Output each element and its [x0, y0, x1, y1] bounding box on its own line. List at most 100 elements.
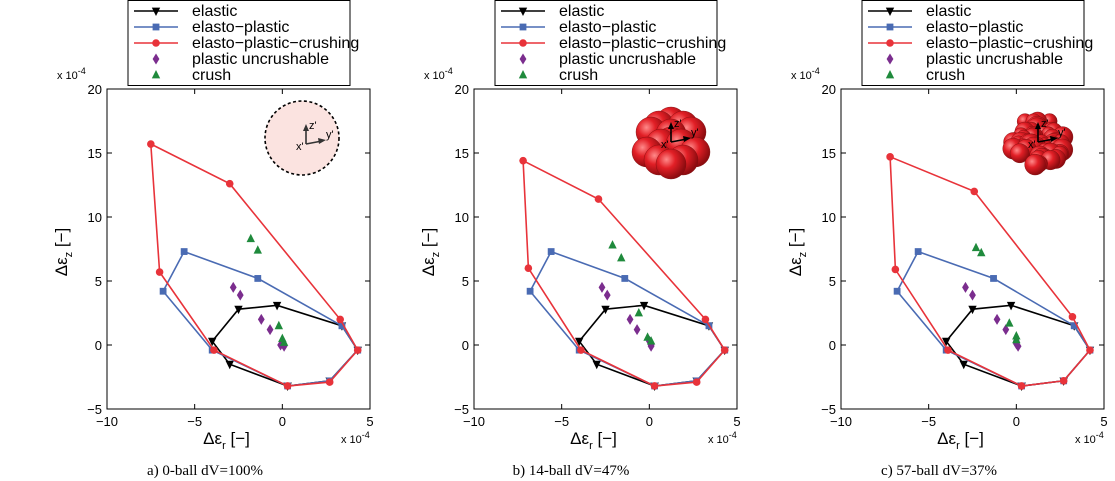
panel-c-legend-marker [886, 39, 894, 47]
panel-c-data-point [959, 360, 968, 370]
panel-c-y-multiplier: x 10-4 [791, 66, 820, 82]
panel-b-data-point [603, 289, 611, 301]
panel-a-data-point [147, 140, 155, 148]
panel-c-series-2 [886, 153, 1094, 390]
panel-c-data-point [1068, 313, 1077, 321]
panel-b-ytick-label: 10 [455, 210, 469, 225]
panel-a-data-point [229, 281, 237, 293]
panel-c-data-point [977, 247, 986, 257]
panel-c-legend: elasticelasto−plasticelasto−plastic−crus… [861, 0, 1093, 86]
panel-b-legend-marker [519, 23, 527, 31]
panel-b-data-point [601, 305, 610, 315]
panel-c-data-point [971, 242, 981, 252]
panel-c-data-point [893, 287, 901, 295]
panel-b-series-4 [608, 240, 656, 345]
panel-a-legend-label: elastic [192, 3, 237, 20]
panel-a-data-point [338, 322, 346, 330]
panel-a-y-axis-label: Δεz [−] [52, 228, 75, 277]
panel-a-data-point [266, 324, 274, 336]
panel-c-data-point [1014, 340, 1022, 352]
panel-b-data-point [598, 281, 606, 293]
panel-a-data-point [272, 301, 282, 311]
panel-b-ytick-label: 15 [455, 146, 469, 161]
panel-a-data-point [353, 346, 362, 354]
panel-b-caption: b) 14-ball dV=47% [513, 463, 630, 479]
panel-a-series-2 [147, 140, 362, 390]
panel-b-legend-label: elasto−plastic−crushing [559, 35, 726, 52]
panel-b-inset-cluster14: z' y' x' [631, 106, 711, 180]
panel-c-plot-area [840, 88, 1105, 410]
panel-b-data-point [720, 346, 729, 354]
panel-b-data-point [592, 360, 601, 370]
panel-b-data-point [621, 275, 629, 282]
panel-b-data-point [650, 382, 659, 390]
panel-b-data-point [701, 315, 710, 324]
panel-b-data-point [547, 248, 555, 255]
panel-b-data-point [646, 336, 656, 345]
panel-c-data-point [962, 281, 969, 293]
panel-c-caption: c) 57-ball dV=37% [881, 463, 997, 479]
panel-b-x-multiplier: x 10-4 [708, 430, 737, 446]
panel-a-legend-marker [152, 39, 160, 47]
panel-c-xtick-label: −5 [921, 414, 936, 429]
panel-c-legend-label: elastic [926, 3, 971, 20]
panel-b-axis-label-y: y' [691, 127, 699, 139]
panel-a-data-point [279, 337, 289, 346]
panel-b-legend-label: crush [559, 67, 598, 84]
panel-b-series-3 [598, 281, 655, 352]
panel-b-x-axis-label: Δεr [−] [570, 429, 617, 452]
panel-b-legend-label: elastic [559, 3, 604, 20]
panel-b-data-point [524, 264, 533, 273]
panel-b-xtick-label: 5 [733, 414, 740, 429]
panel-c-data-point [914, 248, 922, 255]
panel-a-ytick-label: −5 [87, 402, 102, 417]
panel-c-xtick-label: −10 [830, 414, 852, 429]
panel-b-data-point [626, 313, 634, 325]
panel-a-data-point [155, 268, 164, 276]
panel-a-ytick-label: 5 [95, 274, 102, 289]
panel-c-series-line-1 [896, 250, 1091, 387]
panel-a-caption: a) 0-ball dV=100% [147, 463, 263, 479]
panel-b-legend-label: plastic uncrushable [559, 51, 696, 68]
panel-c-axis-label-x: x' [1028, 139, 1036, 151]
panel-b-ytick-label: 5 [462, 274, 469, 289]
panel-c-data-point [969, 289, 976, 301]
panel-a-legend-label: elasto−plastic [192, 19, 289, 36]
panel-a-xtick-label: −10 [96, 414, 118, 429]
panel-b-data-point [575, 337, 584, 347]
panel-a-data-point [225, 360, 234, 370]
panel-a-legend-marker [152, 23, 160, 31]
panel-c-legend-marker [886, 53, 894, 65]
panel-b-legend-marker [519, 53, 527, 65]
panel-c-data-point [1006, 301, 1016, 311]
panel-b-data-point [617, 252, 626, 262]
panel-a-data-point [280, 340, 288, 352]
panel-b-data-point [526, 287, 534, 295]
panel-a-series-4 [246, 233, 289, 346]
panel-b-legend-marker [519, 39, 527, 47]
panel-b-y-multiplier: x 10-4 [424, 66, 453, 82]
panel-a-data-point [325, 378, 334, 386]
panel-c-x-multiplier: x 10-4 [1075, 430, 1104, 446]
panel-c-y-axis-label: Δεz [−] [786, 228, 809, 277]
panel-b-legend-label: elasto−plastic [559, 19, 656, 36]
panel-c-ytick-label: 5 [829, 274, 836, 289]
panel-a-inset-circle: z' y' x' [264, 100, 340, 176]
panel-a-legend-marker [151, 7, 161, 16]
panel-c-series-line-2 [889, 155, 1091, 387]
panel-c-data-point [990, 275, 997, 282]
panel-a-series-line-2 [149, 142, 359, 387]
panel-a-xtick-label: −5 [187, 414, 202, 429]
panel-a-legend-label: elasto−plastic−crushing [192, 35, 359, 52]
panel-a-data-point [253, 245, 262, 254]
panel-b-data-point [643, 332, 652, 341]
panel-c-x-axis-label: Δεr [−] [937, 429, 984, 452]
panel-c-legend-marker [885, 7, 895, 16]
panel-a-data-point [257, 313, 265, 325]
panel-c-xtick-label: 5 [1100, 414, 1107, 429]
panel-c-series-4 [971, 242, 1021, 344]
panel-c-data-point [1086, 346, 1094, 354]
panel-a-legend-label: crush [192, 67, 231, 84]
